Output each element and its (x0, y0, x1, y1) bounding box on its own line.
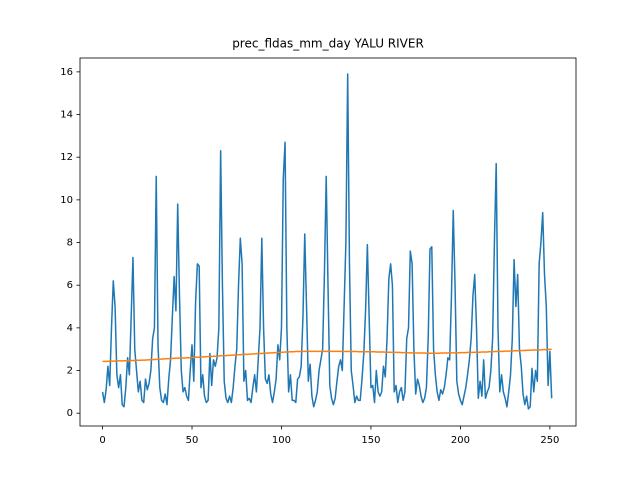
x-tick-label: 200 (451, 435, 470, 446)
y-tick-label: 2 (67, 366, 73, 377)
x-tick-label: 0 (99, 435, 105, 446)
line (102, 348, 552, 363)
plot-frame (79, 57, 577, 427)
y-tick-label: 0 (67, 408, 73, 419)
x-tick-label: 250 (540, 435, 559, 446)
x-tick-label: 50 (186, 435, 199, 446)
x-tick-label: 100 (272, 435, 291, 446)
y-tick-label: 6 (67, 280, 73, 291)
line (101, 73, 553, 410)
y-tick-label: 4 (67, 323, 73, 334)
y-tick-label: 14 (60, 110, 73, 121)
x-tick-label: 150 (361, 435, 380, 446)
y-tick-label: 10 (60, 195, 73, 206)
chart-title: prec_fldas_mm_day YALU RIVER (232, 37, 424, 51)
y-tick-label: 8 (67, 238, 73, 249)
y-tick-label: 16 (60, 67, 73, 78)
y-tick-label: 12 (60, 152, 73, 163)
